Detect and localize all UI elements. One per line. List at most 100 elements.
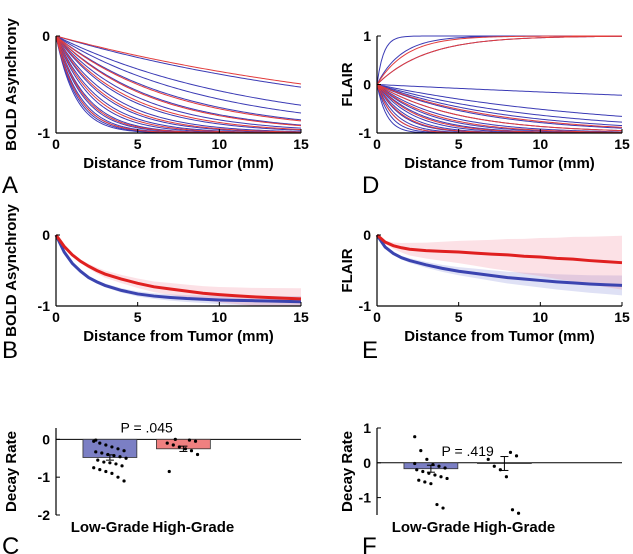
trace-line	[55, 35, 302, 121]
data-point	[508, 450, 513, 454]
trace-line	[376, 84, 623, 129]
trace-line	[55, 35, 302, 88]
data-point	[122, 479, 126, 483]
data-point	[96, 458, 100, 462]
data-point	[171, 443, 175, 447]
data-point	[421, 469, 425, 474]
data-point	[435, 502, 439, 507]
mean-line	[376, 233, 623, 265]
p-value-annotation: P = .419	[442, 443, 495, 459]
panel-letter: D	[362, 172, 379, 199]
data-point	[486, 457, 490, 461]
confidence-band	[377, 235, 622, 290]
data-point	[124, 456, 128, 460]
trace-line	[376, 84, 623, 133]
y-axis-label: FLAIR	[339, 62, 356, 106]
data-point	[122, 449, 126, 453]
x-tick-label: 5	[455, 136, 463, 152]
y-tick-label: -1	[38, 125, 51, 141]
y-tick-label: 0	[363, 77, 371, 93]
data-point	[441, 506, 445, 510]
y-tick-label: 0	[42, 28, 50, 44]
data-point	[116, 475, 120, 479]
data-point	[92, 466, 96, 470]
trace-line	[376, 35, 622, 85]
mean-line	[54, 234, 302, 304]
data-point	[504, 475, 509, 479]
x-category-label: High-Grade	[474, 519, 556, 536]
data-point	[195, 452, 200, 457]
data-point	[167, 469, 171, 474]
trace-line	[55, 35, 302, 114]
x-tick-label: 0	[373, 309, 381, 325]
trace-line	[55, 35, 302, 133]
data-point	[183, 447, 188, 451]
trace-line	[55, 35, 302, 127]
panel-letter: F	[362, 533, 377, 554]
trace-line	[376, 84, 623, 132]
data-point	[189, 449, 194, 453]
data-point	[443, 466, 447, 470]
trace-line	[376, 35, 622, 85]
data-point	[193, 439, 198, 443]
trace-line	[376, 35, 622, 85]
data-point	[437, 464, 441, 468]
x-axis-label: Distance from Tumor (mm)	[404, 155, 595, 172]
data-point	[431, 462, 435, 467]
trace-line	[55, 35, 302, 129]
y-tick-label: -1	[38, 469, 51, 485]
data-point	[413, 435, 417, 439]
data-point	[514, 454, 519, 458]
x-tick-label: 10	[212, 136, 228, 152]
data-point	[94, 450, 98, 454]
y-tick-label: -1	[359, 298, 372, 314]
data-point	[173, 437, 177, 441]
y-axis-label: BOLD Asynchrony	[3, 17, 20, 150]
data-point	[417, 478, 421, 482]
data-point	[108, 461, 112, 465]
data-point	[492, 464, 496, 468]
trace-line	[55, 35, 302, 133]
x-axis-label: Distance from Tumor (mm)	[83, 155, 274, 172]
confidence-band	[377, 235, 622, 296]
y-tick-label: -1	[38, 298, 51, 314]
data-point	[94, 438, 98, 442]
y-axis-label: Decay Rate	[339, 431, 356, 512]
data-point	[423, 480, 427, 484]
data-point	[425, 457, 429, 461]
y-tick-label: -1	[359, 125, 372, 141]
y-tick-label: 0	[42, 431, 50, 447]
y-tick-label: -1	[359, 490, 372, 506]
x-tick-label: 10	[533, 309, 549, 325]
data-point	[98, 468, 102, 472]
data-point	[187, 438, 192, 442]
mean-line	[54, 234, 302, 301]
data-point	[120, 464, 124, 468]
data-point	[110, 471, 114, 475]
data-point	[165, 441, 169, 445]
panel-letter: E	[362, 337, 378, 364]
trace-line	[376, 84, 623, 117]
data-point	[445, 476, 449, 481]
trace-line	[376, 84, 623, 96]
data-point	[413, 461, 417, 466]
data-point	[104, 443, 108, 447]
y-axis-label: Decay Rate	[3, 431, 20, 512]
data-point	[104, 469, 108, 474]
y-tick-label: 0	[363, 227, 371, 243]
x-axis-label: Distance from Tumor (mm)	[404, 328, 595, 345]
trace-line	[376, 84, 623, 127]
trace-line	[376, 84, 623, 123]
data-point	[498, 468, 502, 472]
x-tick-label: 15	[614, 309, 630, 325]
trace-line	[55, 35, 302, 106]
data-point	[427, 471, 431, 475]
data-point	[110, 445, 114, 449]
data-point	[429, 482, 433, 486]
data-point	[415, 468, 419, 472]
